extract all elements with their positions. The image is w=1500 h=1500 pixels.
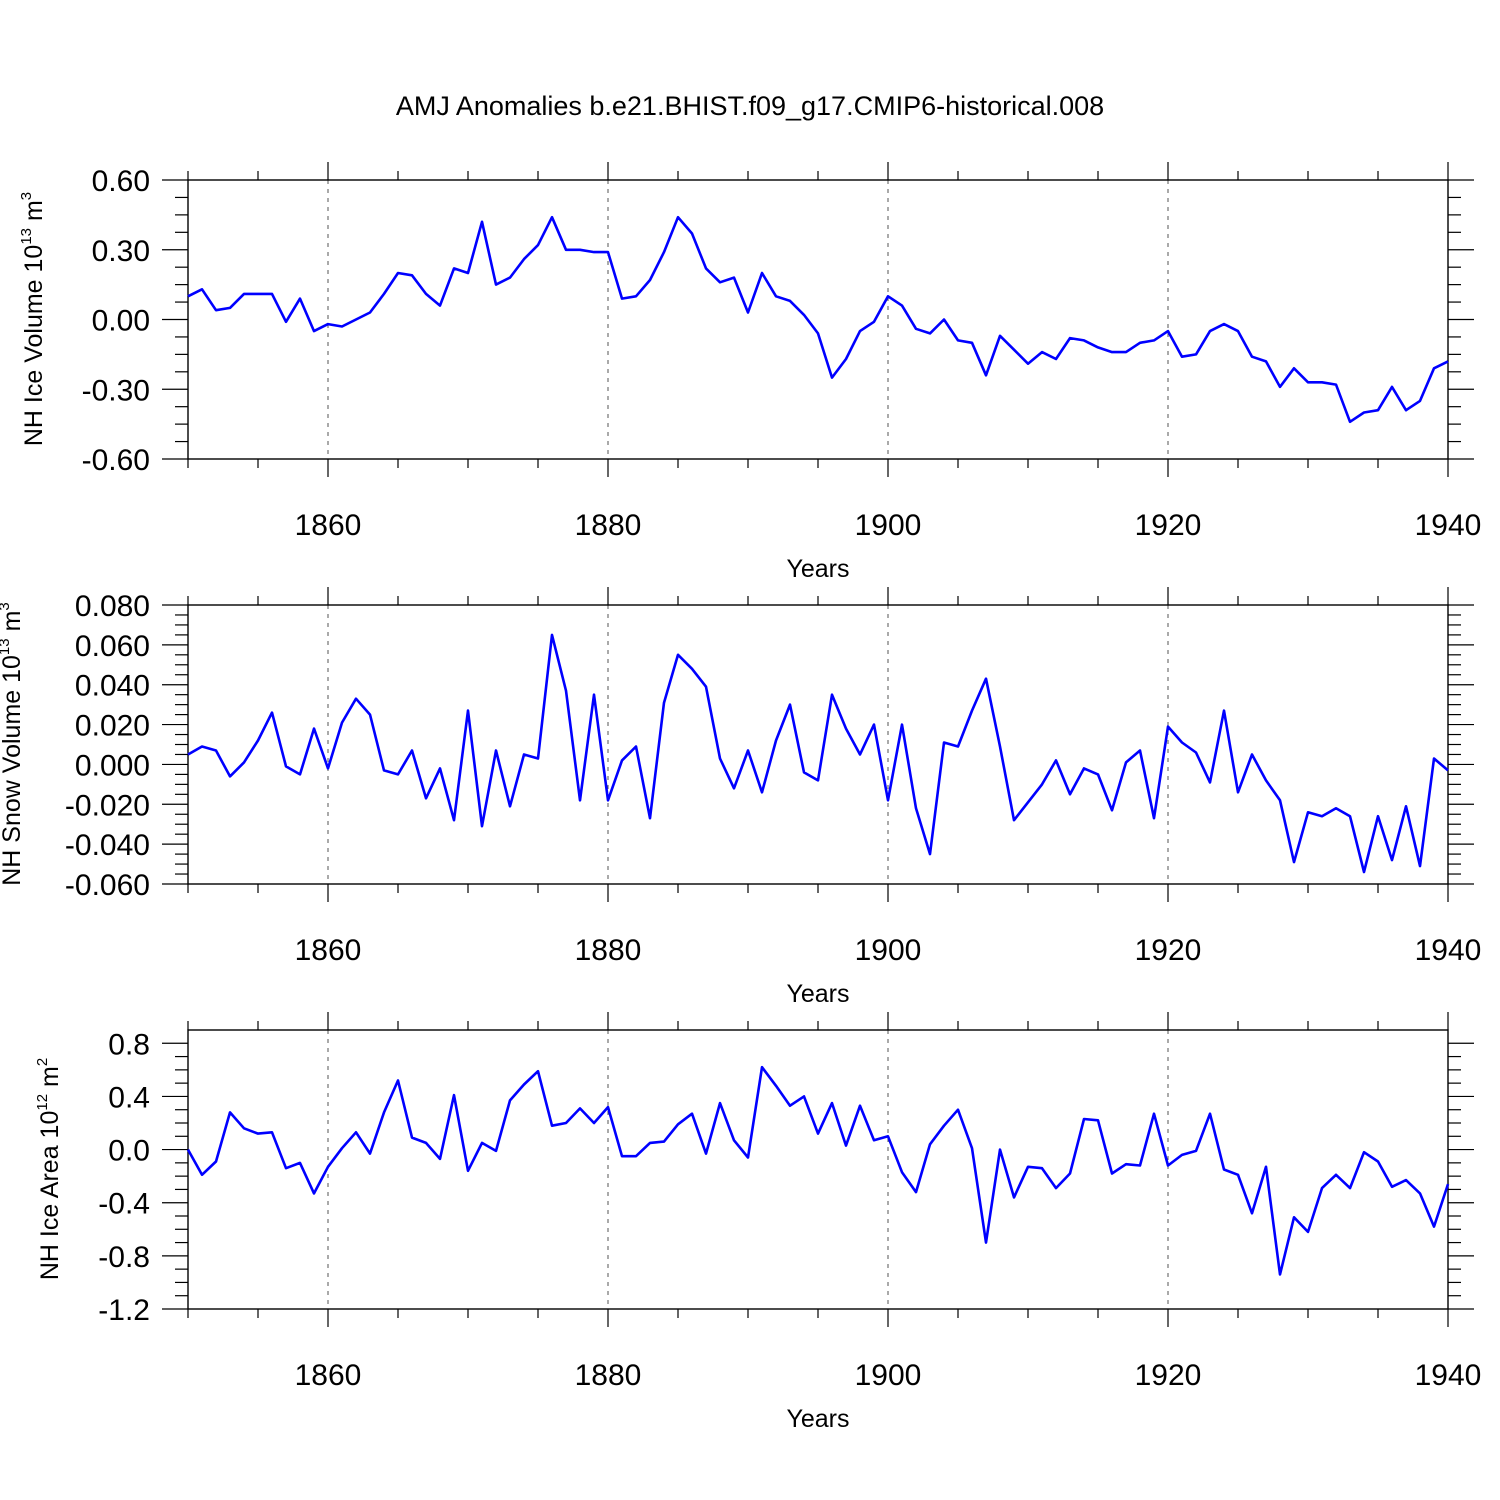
y-tick-label: -0.4: [98, 1188, 150, 1221]
y-axis-label: NH Snow Volume 1013 m3: [0, 602, 26, 886]
y-axis-label-text: NH Ice Area 10: [36, 1111, 64, 1281]
grid-lines: [327, 1030, 1169, 1309]
panel-snow-volume: -0.060 -0.040 -0.020 0.000 0.020 0.040 0.060 0.…: [0, 587, 1481, 1008]
y-tick-label: 0.8: [108, 1028, 150, 1061]
y-axis-label-unit-exponent: 3: [18, 192, 35, 200]
series-line-ice-area: [186, 1065, 1450, 1276]
y-axis-label-exponent: 12: [34, 1094, 51, 1111]
x-tick-label: 1860: [295, 1359, 362, 1392]
y-tick-label: -0.040: [65, 829, 150, 862]
x-axis: 1860 1880 1900 1920 1940: [187, 587, 1482, 967]
y-axis: -1.2 -0.8 -0.4 0.0 0.4 0.8: [98, 1028, 1474, 1327]
y-axis-label: NH Ice Volume 1013 m3: [18, 192, 48, 446]
series-line-snow-volume: [187, 633, 1449, 874]
x-tick-label: 1860: [295, 509, 362, 542]
x-axis-label: Years: [786, 555, 849, 583]
y-tick-label: -1.2: [98, 1294, 150, 1327]
y-tick-label: 0.60: [92, 165, 150, 198]
x-tick-label: 1880: [575, 1359, 642, 1392]
panel-ice-area: -1.2 -0.8 -0.4 0.0 0.4 0.8 1860 1880 1900 1920 19…: [34, 1012, 1481, 1433]
x-axis: 1860 1880 1900 1920 1940: [187, 162, 1482, 542]
y-axis-label-unit: m: [0, 611, 26, 639]
y-tick-label: 0.080: [75, 590, 150, 623]
y-tick-label: -0.020: [65, 789, 150, 822]
x-axis-label: Years: [786, 980, 849, 1008]
x-tick-label: 1880: [575, 934, 642, 967]
y-axis-label-text: NH Snow Volume 10: [0, 655, 26, 886]
x-tick-label: 1900: [855, 934, 922, 967]
plot-frame: [187, 1029, 1449, 1310]
y-axis-label-exponent: 13: [18, 228, 35, 245]
y-tick-label: -0.8: [98, 1241, 150, 1274]
y-tick-label: 0.30: [92, 235, 150, 268]
y-axis-label-text: NH Ice Volume 10: [20, 245, 48, 447]
x-tick-label: 1900: [855, 1359, 922, 1392]
x-tick-label: 1940: [1415, 509, 1482, 542]
minor-ticks: [175, 614, 1461, 875]
y-tick-label: 0.0: [108, 1135, 150, 1168]
y-tick-label: -0.30: [82, 374, 150, 407]
y-axis-label-unit: m: [20, 200, 48, 228]
y-tick-label: 0.060: [75, 630, 150, 663]
grid-lines: [327, 180, 1169, 459]
x-tick-label: 1880: [575, 509, 642, 542]
y-tick-label: 0.4: [108, 1081, 150, 1114]
x-tick-label: 1920: [1135, 934, 1202, 967]
x-tick-label: 1940: [1415, 934, 1482, 967]
y-axis: -0.060 -0.040 -0.020 0.000 0.020 0.040 0.060 0.…: [65, 590, 1474, 902]
y-tick-label: 0.000: [75, 749, 150, 782]
minor-ticks: [175, 196, 1461, 443]
x-tick-label: 1920: [1135, 1359, 1202, 1392]
x-axis: 1860 1880 1900 1920 1940: [187, 1012, 1482, 1392]
y-tick-label: -0.60: [82, 444, 150, 477]
y-tick-label: 0.00: [92, 305, 150, 338]
y-axis-label-exponent: 13: [0, 638, 13, 655]
y-axis-label-unit: m: [36, 1066, 64, 1094]
y-axis-label-unit-exponent: 2: [34, 1058, 51, 1066]
grid-lines: [327, 605, 1169, 884]
y-axis-label-unit-exponent: 3: [0, 602, 13, 610]
y-axis: -0.60 -0.30 0.00 0.30 0.60: [82, 165, 1474, 477]
y-tick-label: 0.040: [75, 670, 150, 703]
panel-ice-volume: -0.60-0.300.000.300.60 1860 1880 1900 1920 1…: [18, 162, 1481, 583]
minor-ticks: [175, 1055, 1461, 1297]
x-tick-label: 1860: [295, 934, 362, 967]
x-tick-label: 1920: [1135, 509, 1202, 542]
y-axis-label: NH Ice Area 1012 m2: [34, 1058, 64, 1280]
series-line-ice-volume: [187, 215, 1449, 424]
x-axis-label: Years: [786, 1405, 849, 1433]
y-tick-label: 0.020: [75, 710, 150, 743]
chart-title: AMJ Anomalies b.e21.BHIST.f09_g17.CMIP6-…: [396, 91, 1104, 121]
plot-frame: [187, 179, 1449, 460]
x-tick-label: 1900: [855, 509, 922, 542]
y-tick-label: -0.060: [65, 869, 150, 902]
x-tick-label: 1940: [1415, 1359, 1482, 1392]
